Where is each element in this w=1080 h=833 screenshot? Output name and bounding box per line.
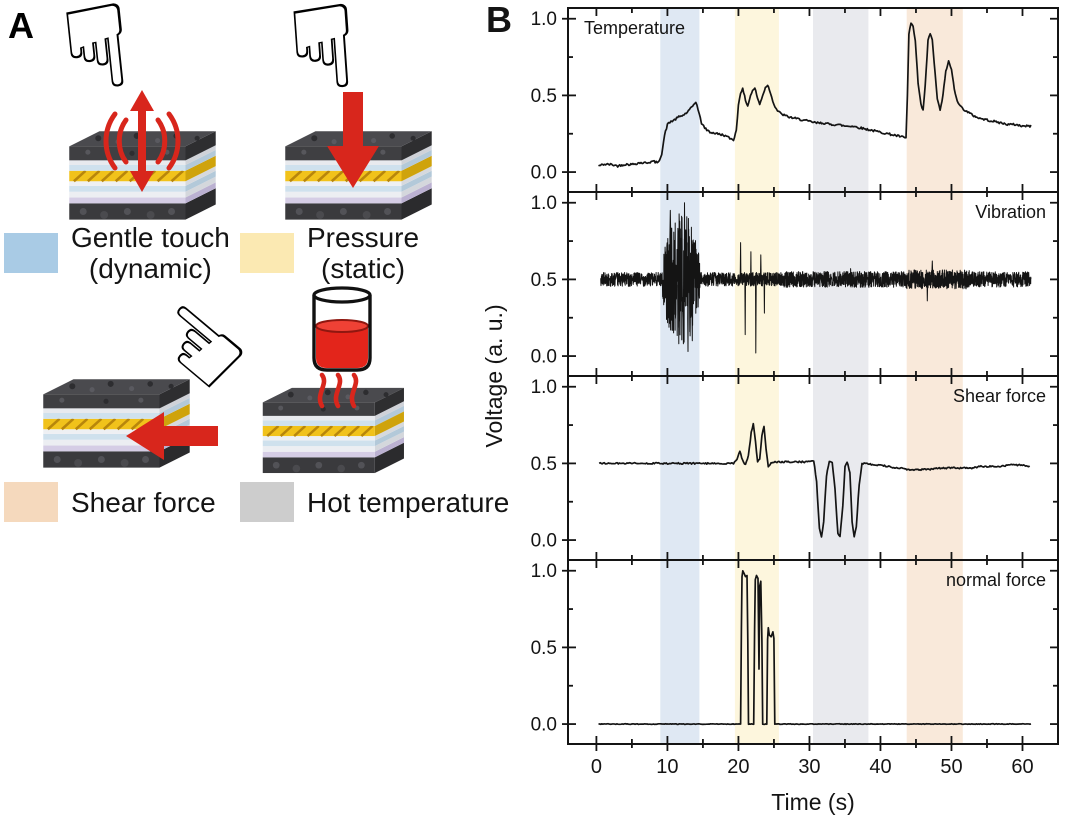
svg-text:0.5: 0.5 (531, 86, 557, 107)
svg-text:1.0: 1.0 (531, 193, 557, 214)
svg-text:0.0: 0.0 (531, 163, 557, 184)
gentle-touch-color-swatch (4, 233, 58, 273)
legend-label: Pressure (static) (307, 222, 420, 284)
pressure-down-arrow-icon (327, 92, 379, 188)
svg-text:0.0: 0.0 (531, 715, 557, 736)
hot-temperature-color-swatch (240, 482, 294, 522)
legend-item-hot-temperature: Hot temperature (240, 482, 509, 522)
svg-text:1.0: 1.0 (531, 561, 557, 582)
svg-text:60: 60 (1011, 756, 1033, 778)
shear-force-illustration: ☜ (0, 267, 276, 490)
svg-text:0.5: 0.5 (531, 454, 557, 475)
svg-text:0.5: 0.5 (531, 638, 557, 659)
voltage-time-plot: 0.0 0.5 1.0 0.0 0.5 1.0 0.0 0.5 1.0 0.0 0.5 1.0 0 10 2… (481, 0, 1059, 815)
svg-text:30: 30 (798, 756, 820, 778)
svg-text:50: 50 (940, 756, 962, 778)
signal-traces (598, 22, 1032, 726)
x-axis-title: Time (s) (771, 789, 854, 815)
svg-text:1.0: 1.0 (531, 9, 557, 30)
panel-a-label: A (8, 5, 34, 46)
shear-force-color-swatch (4, 482, 58, 522)
svg-text:0.0: 0.0 (531, 531, 557, 552)
svg-text:20: 20 (727, 756, 749, 778)
heat-waves-icon (317, 372, 359, 409)
svg-text:0.5: 0.5 (531, 270, 557, 291)
legend-label: Hot temperature (307, 486, 510, 518)
legend-item-shear-force: Shear force (4, 482, 216, 522)
legend-item-gentle-touch: Gentle touch (dynamic) (4, 222, 230, 284)
legend-label: Gentle touch (dynamic) (71, 222, 230, 284)
vibration-updown-arrow-icon (103, 90, 181, 192)
shear-left-arrow-icon (126, 412, 218, 460)
panel-a-stimulus-diagrams: A ☟ ☟ Gentle touch (dynamic) Pressure (sta… (0, 0, 520, 828)
pressure-illustration: ☟ (240, 0, 480, 230)
panel-label-vibration: Vibration (975, 202, 1046, 222)
svg-text:0: 0 (591, 756, 602, 778)
panel-label-normal-force: normal force (946, 570, 1046, 590)
svg-text:0.0: 0.0 (531, 347, 557, 368)
axes-and-ticks: 0.0 0.5 1.0 0.0 0.5 1.0 0.0 0.5 1.0 0.0 0.5 1.0 0 10 2… (531, 7, 1059, 778)
panel-label-shear-force: Shear force (953, 386, 1046, 406)
panel-b-label: B (486, 0, 512, 40)
panel-label-temperature: Temperature (584, 18, 685, 38)
legend-label: Shear force (71, 486, 216, 518)
svg-text:1.0: 1.0 (531, 377, 557, 398)
legend-item-pressure: Pressure (static) (240, 222, 419, 284)
hot-liquid-beaker-icon (312, 286, 372, 372)
y-axis-title: Voltage (a. u.) (481, 304, 507, 447)
hot-temperature-illustration (240, 280, 500, 490)
gentle-touch-illustration: ☟ (0, 0, 240, 230)
svg-text:10: 10 (656, 756, 678, 778)
pressure-color-swatch (240, 233, 294, 273)
svg-text:40: 40 (869, 756, 891, 778)
panel-b-voltage-time-chart: 0.0 0.5 1.0 0.0 0.5 1.0 0.0 0.5 1.0 0.0 0.5 1.0 0 10 2… (480, 0, 1080, 828)
